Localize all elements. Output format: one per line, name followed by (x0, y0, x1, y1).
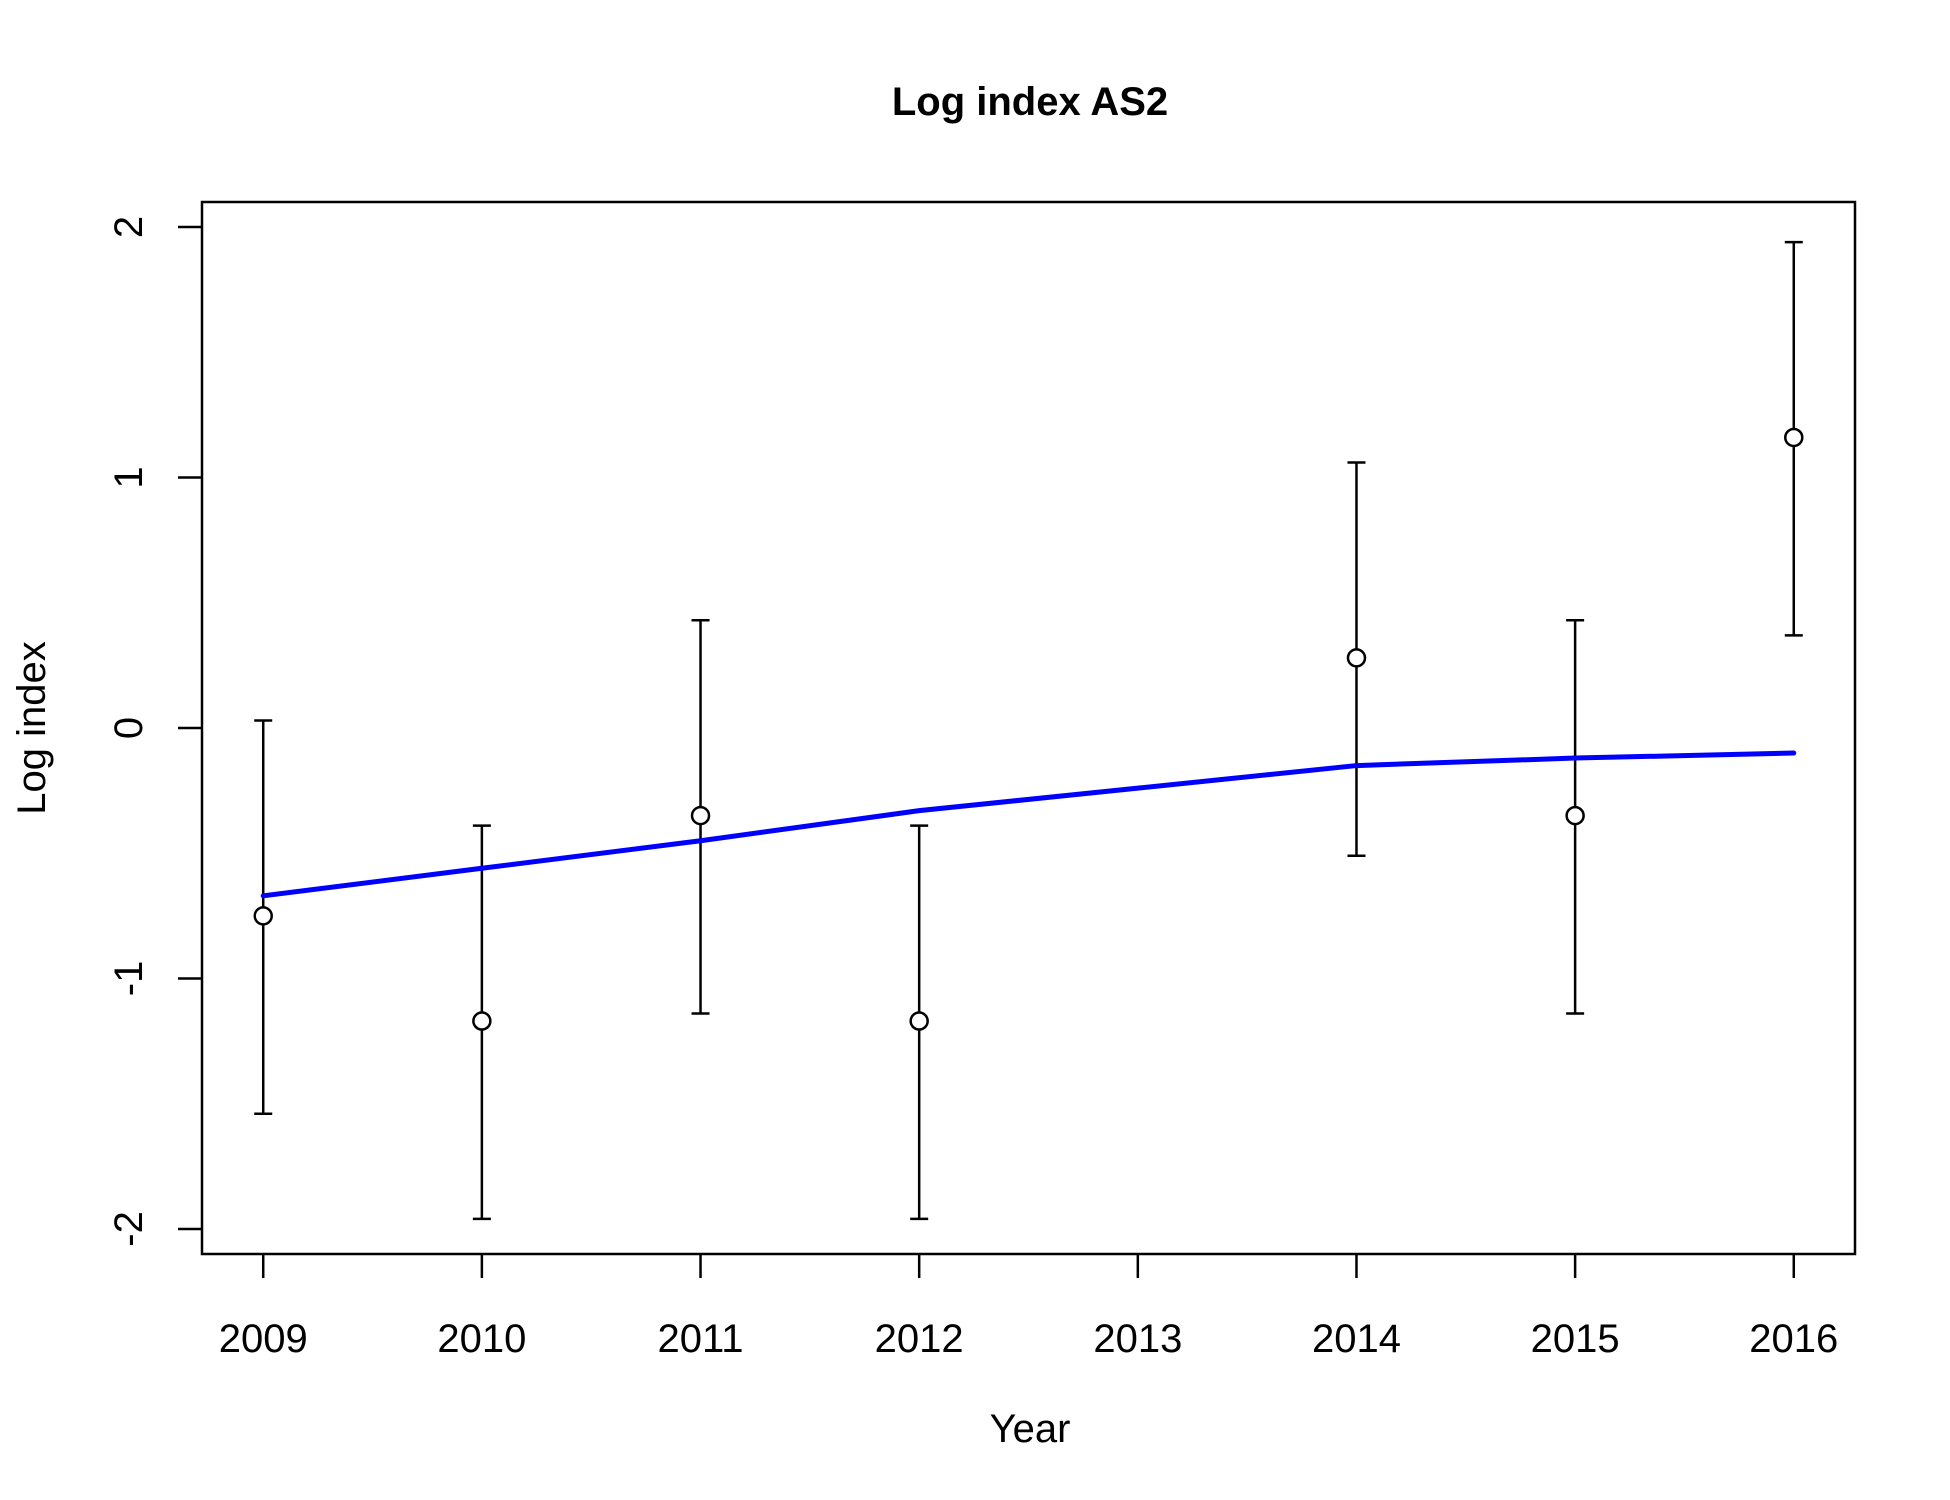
data-point (253, 906, 273, 926)
y-axis: -2 -1 0 1 2 (107, 216, 202, 1247)
x-axis-title: Year (990, 1407, 1071, 1451)
data-point (1784, 427, 1804, 448)
y-tick-label: 1 (107, 466, 151, 488)
x-tick-label: 2015 (1531, 1317, 1620, 1361)
y-tick-label: 0 (107, 717, 151, 739)
data-point (1346, 648, 1367, 668)
chart-title: Log index AS2 (892, 80, 1168, 124)
x-tick-label: 2011 (658, 1317, 744, 1361)
data-point (690, 805, 711, 826)
error-bars (254, 240, 1803, 1221)
y-tick-label: -1 (107, 961, 151, 997)
x-tick-label: 2010 (437, 1317, 526, 1361)
fitted-series-line (260, 750, 1797, 899)
x-tick-label: 2016 (1749, 1317, 1838, 1361)
observed-points (253, 427, 1804, 1031)
x-tick-label: 2012 (875, 1317, 964, 1361)
data-point (472, 1011, 492, 1031)
y-tick-label: 2 (107, 216, 151, 238)
plot-frame (200, 200, 1857, 1256)
x-tick-label: 2014 (1312, 1317, 1401, 1361)
y-axis-title: Log index (10, 641, 54, 814)
x-tick-label: 2013 (1093, 1317, 1182, 1361)
data-point (1565, 805, 1585, 826)
y-tick-label: -2 (107, 1211, 151, 1247)
x-tick-label: 2009 (219, 1317, 308, 1361)
data-point (909, 1011, 929, 1031)
x-axis: 2009 2010 2011 2012 2013 2014 2015 2016 (219, 1254, 1838, 1361)
